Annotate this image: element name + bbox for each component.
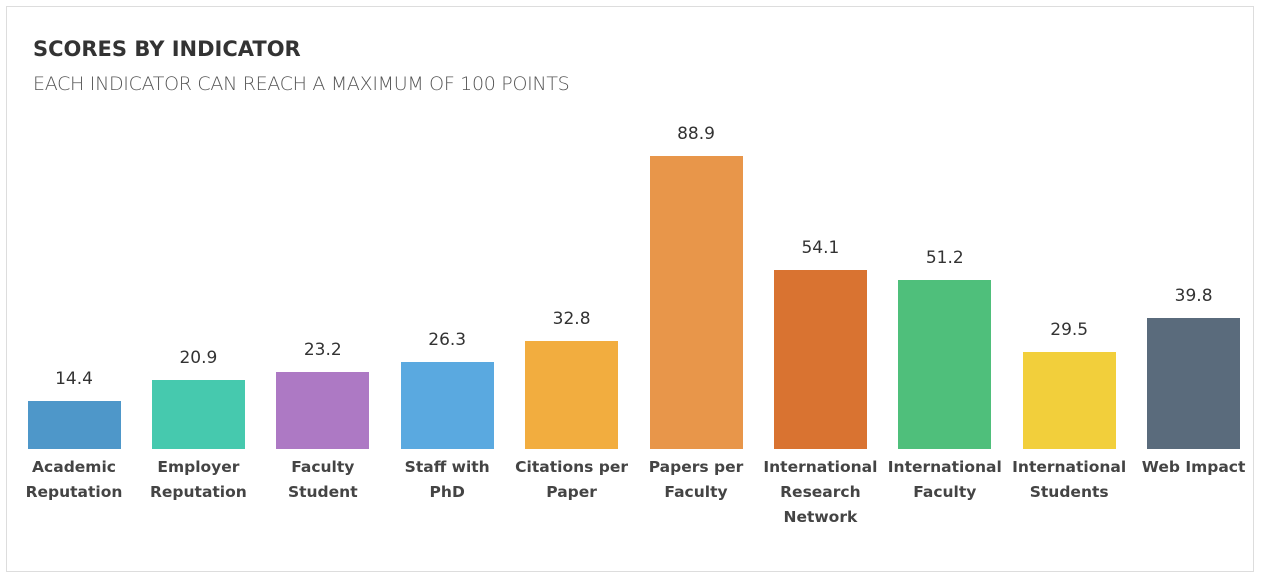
bar — [27, 401, 121, 449]
bar — [649, 155, 743, 449]
chart-subtitle: EACH INDICATOR CAN REACH A MAXIMUM OF 10… — [33, 73, 570, 95]
x-tick-label: Employer Reputation — [149, 458, 247, 501]
value-label: 14.4 — [55, 369, 93, 390]
x-tick-label: Faculty Student — [287, 458, 358, 501]
value-label: 26.3 — [428, 330, 467, 351]
chart-title: SCORES BY INDICATOR — [33, 37, 301, 61]
x-tick-label: Academic Reputation — [25, 458, 123, 501]
value-label: 29.5 — [1050, 319, 1089, 340]
bar — [1147, 317, 1241, 449]
bar — [276, 372, 370, 449]
bar — [1022, 351, 1116, 449]
x-tick-label: Staff with PhD — [404, 458, 490, 501]
value-label: 51.2 — [925, 248, 964, 269]
value-label: 23.2 — [303, 340, 342, 361]
x-tick-label: Web Impact — [1141, 458, 1246, 476]
bar — [151, 380, 245, 449]
x-tick-label: Citations per Paper — [515, 458, 629, 501]
value-label: 88.9 — [677, 123, 715, 144]
bar — [525, 340, 619, 449]
value-label: 32.8 — [552, 308, 591, 329]
x-tick-label: International Faculty — [887, 458, 1002, 501]
x-tick-label: Papers per Faculty — [648, 458, 744, 501]
bar — [773, 270, 867, 449]
x-tick-label: International Research Network — [763, 458, 878, 526]
bar — [400, 362, 494, 449]
card: SCORES BY INDICATOR EACH INDICATOR CAN R… — [6, 6, 1254, 572]
value-label: 39.8 — [1174, 285, 1213, 306]
x-tick-label: International Students — [1012, 458, 1127, 501]
bar — [898, 280, 992, 449]
value-label: 54.1 — [801, 238, 840, 259]
value-label: 20.9 — [179, 348, 218, 369]
